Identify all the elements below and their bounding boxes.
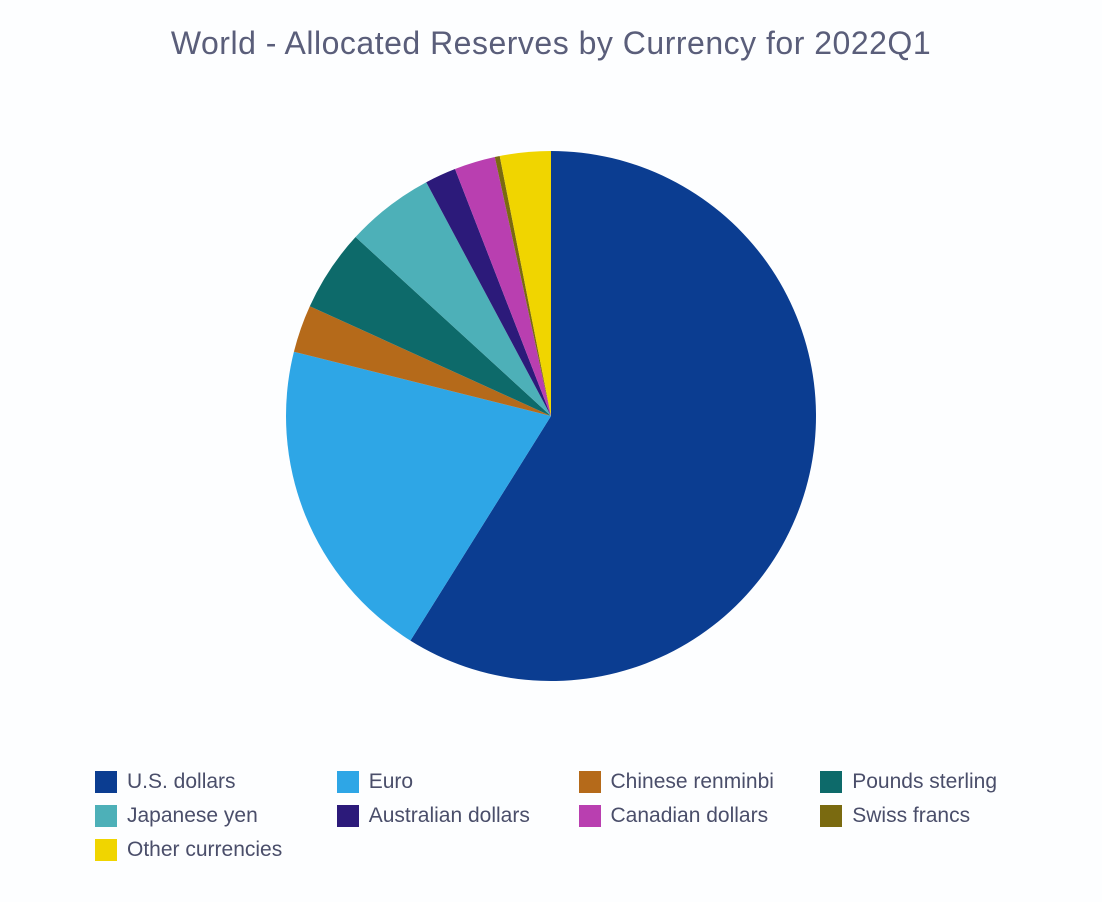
legend-label: Euro — [369, 770, 413, 794]
legend-swatch — [579, 771, 601, 793]
legend-swatch — [820, 805, 842, 827]
legend-label: U.S. dollars — [127, 770, 236, 794]
legend-item: Japanese yen — [95, 804, 327, 828]
legend-swatch — [820, 771, 842, 793]
legend-label: Other currencies — [127, 838, 282, 862]
legend-label: Japanese yen — [127, 804, 258, 828]
chart-container: World - Allocated Reserves by Currency f… — [0, 0, 1102, 902]
legend-item: Other currencies — [95, 838, 327, 862]
legend-item: Chinese renminbi — [579, 770, 811, 794]
legend-label: Swiss francs — [852, 804, 970, 828]
pie-area — [0, 62, 1102, 770]
legend-label: Pounds sterling — [852, 770, 997, 794]
chart-title: World - Allocated Reserves by Currency f… — [171, 0, 931, 62]
legend-item: Canadian dollars — [579, 804, 811, 828]
legend-item: Australian dollars — [337, 804, 569, 828]
legend-swatch — [95, 805, 117, 827]
legend-item: U.S. dollars — [95, 770, 327, 794]
legend-swatch — [337, 771, 359, 793]
pie-chart — [251, 116, 851, 716]
legend-swatch — [95, 771, 117, 793]
legend-item: Swiss francs — [820, 804, 1052, 828]
legend-item: Pounds sterling — [820, 770, 1052, 794]
legend-label: Australian dollars — [369, 804, 530, 828]
legend-swatch — [95, 839, 117, 861]
legend-label: Canadian dollars — [611, 804, 769, 828]
legend: U.S. dollars Euro Chinese renminbi Pounds s… — [0, 770, 1102, 902]
legend-swatch — [579, 805, 601, 827]
legend-label: Chinese renminbi — [611, 770, 774, 794]
legend-item: Euro — [337, 770, 569, 794]
legend-swatch — [337, 805, 359, 827]
